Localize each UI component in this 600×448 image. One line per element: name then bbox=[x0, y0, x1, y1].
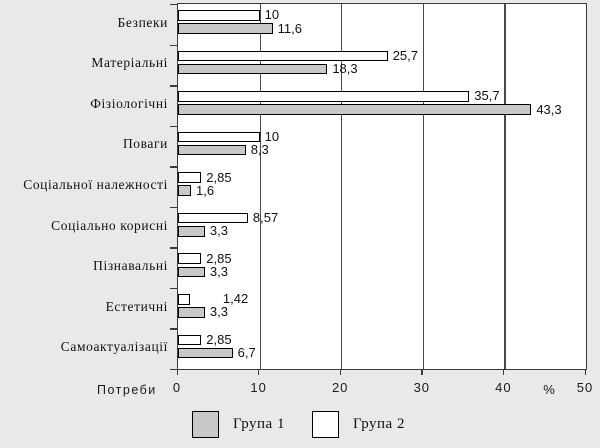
bar-group1 bbox=[178, 23, 273, 34]
y-tick-mark-9 bbox=[170, 369, 177, 371]
value-label-group1: 1,6 bbox=[196, 182, 215, 198]
bar-group2 bbox=[178, 50, 388, 62]
plot-area: 10 11,6 25,7 18,3 35,7 43,3 10 8,3 2,85 1,6 8,57 3,… bbox=[177, 3, 587, 370]
gridline-20 bbox=[341, 4, 343, 369]
bar-group1 bbox=[178, 307, 205, 318]
x-axis-title: Потреби bbox=[97, 383, 157, 397]
x-tick-mark-30 bbox=[421, 369, 423, 375]
bar-group1 bbox=[178, 266, 205, 278]
bar-group2 bbox=[178, 253, 202, 264]
value-label-group2: 25,7 bbox=[392, 47, 419, 63]
value-label-group2: 2,85 bbox=[206, 169, 232, 185]
category-label: Соціальної належності bbox=[23, 176, 168, 192]
legend-label-group1: Група 1 bbox=[233, 416, 285, 432]
bar-group2 bbox=[178, 212, 248, 224]
legend-swatch-group2 bbox=[312, 411, 339, 438]
value-label-group1: 6,7 bbox=[237, 344, 256, 360]
value-label-group1: 3,3 bbox=[209, 263, 228, 279]
value-label-group1: 18,3 bbox=[332, 61, 358, 77]
category-label: Безпеки bbox=[117, 14, 168, 30]
gridline-30 bbox=[422, 4, 424, 369]
x-tick-mark-10 bbox=[258, 369, 260, 375]
y-tick-mark-8 bbox=[170, 328, 177, 330]
legend-label-group2: Група 2 bbox=[353, 416, 405, 432]
y-tick-mark-2 bbox=[170, 85, 177, 87]
bar-group2 bbox=[178, 131, 260, 143]
x-tick-mark-40 bbox=[502, 369, 505, 375]
value-label-group1: 3,3 bbox=[209, 223, 228, 239]
bar-group1 bbox=[178, 63, 328, 75]
value-label-group1: 11,6 bbox=[277, 20, 302, 36]
bar-group1 bbox=[178, 185, 192, 197]
y-tick-mark-7 bbox=[170, 287, 177, 290]
value-label-group1: 3,3 bbox=[209, 304, 228, 320]
value-label-group1: 43,3 bbox=[536, 101, 562, 117]
percent-unit-label: % bbox=[543, 382, 555, 397]
value-label-group2: 10 bbox=[264, 7, 280, 23]
category-label: Пізнавальні bbox=[93, 258, 168, 274]
bar-group1 bbox=[178, 226, 205, 237]
value-label-group2: 2,85 bbox=[206, 250, 232, 266]
bar-group2 bbox=[178, 172, 202, 183]
y-tick-mark-0 bbox=[170, 4, 177, 6]
category-label: Самоактуалізації bbox=[60, 339, 168, 355]
bar-group2 bbox=[178, 293, 190, 305]
x-tick-mark-20 bbox=[339, 369, 342, 375]
y-tick-mark-6 bbox=[170, 247, 177, 249]
value-label-group2: 2,85 bbox=[206, 331, 232, 347]
bar-group1 bbox=[178, 144, 246, 156]
x-tick-mark-0 bbox=[176, 369, 178, 375]
category-label: Естетичні bbox=[105, 298, 168, 314]
category-label: Соціально корисні bbox=[51, 217, 168, 233]
x-tick-label-10: 10 bbox=[250, 380, 267, 395]
gridline-40 bbox=[504, 4, 506, 369]
gridline-10 bbox=[259, 4, 261, 369]
category-label: Матеріальні bbox=[91, 55, 168, 71]
bar-group2 bbox=[178, 334, 202, 346]
x-tick-label-40: 40 bbox=[495, 380, 512, 395]
x-tick-label-50: 50 bbox=[576, 380, 594, 395]
value-label-group2: 35,7 bbox=[474, 88, 500, 104]
x-tick-label-30: 30 bbox=[413, 380, 431, 395]
y-tick-mark-5 bbox=[170, 206, 177, 209]
y-tick-mark-4 bbox=[170, 166, 177, 168]
value-label-group2: 8,57 bbox=[252, 210, 279, 226]
bar-group2 bbox=[178, 91, 470, 102]
category-label: Фізіологічні bbox=[90, 95, 168, 111]
x-tick-mark-50 bbox=[584, 369, 586, 375]
bar-group1 bbox=[178, 347, 233, 359]
value-label-group2: 1,42 bbox=[222, 291, 249, 307]
y-tick-mark-3 bbox=[170, 125, 177, 128]
value-label-group2: 10 bbox=[264, 129, 280, 145]
value-label-group1: 8,3 bbox=[250, 142, 269, 158]
legend-swatch-group1 bbox=[192, 411, 219, 438]
x-tick-label-20: 20 bbox=[331, 380, 349, 395]
category-label: Поваги bbox=[122, 136, 168, 152]
bar-group1 bbox=[178, 104, 532, 115]
x-tick-label-0: 0 bbox=[172, 380, 182, 395]
bar-group2 bbox=[178, 10, 260, 21]
y-tick-mark-1 bbox=[170, 44, 177, 46]
